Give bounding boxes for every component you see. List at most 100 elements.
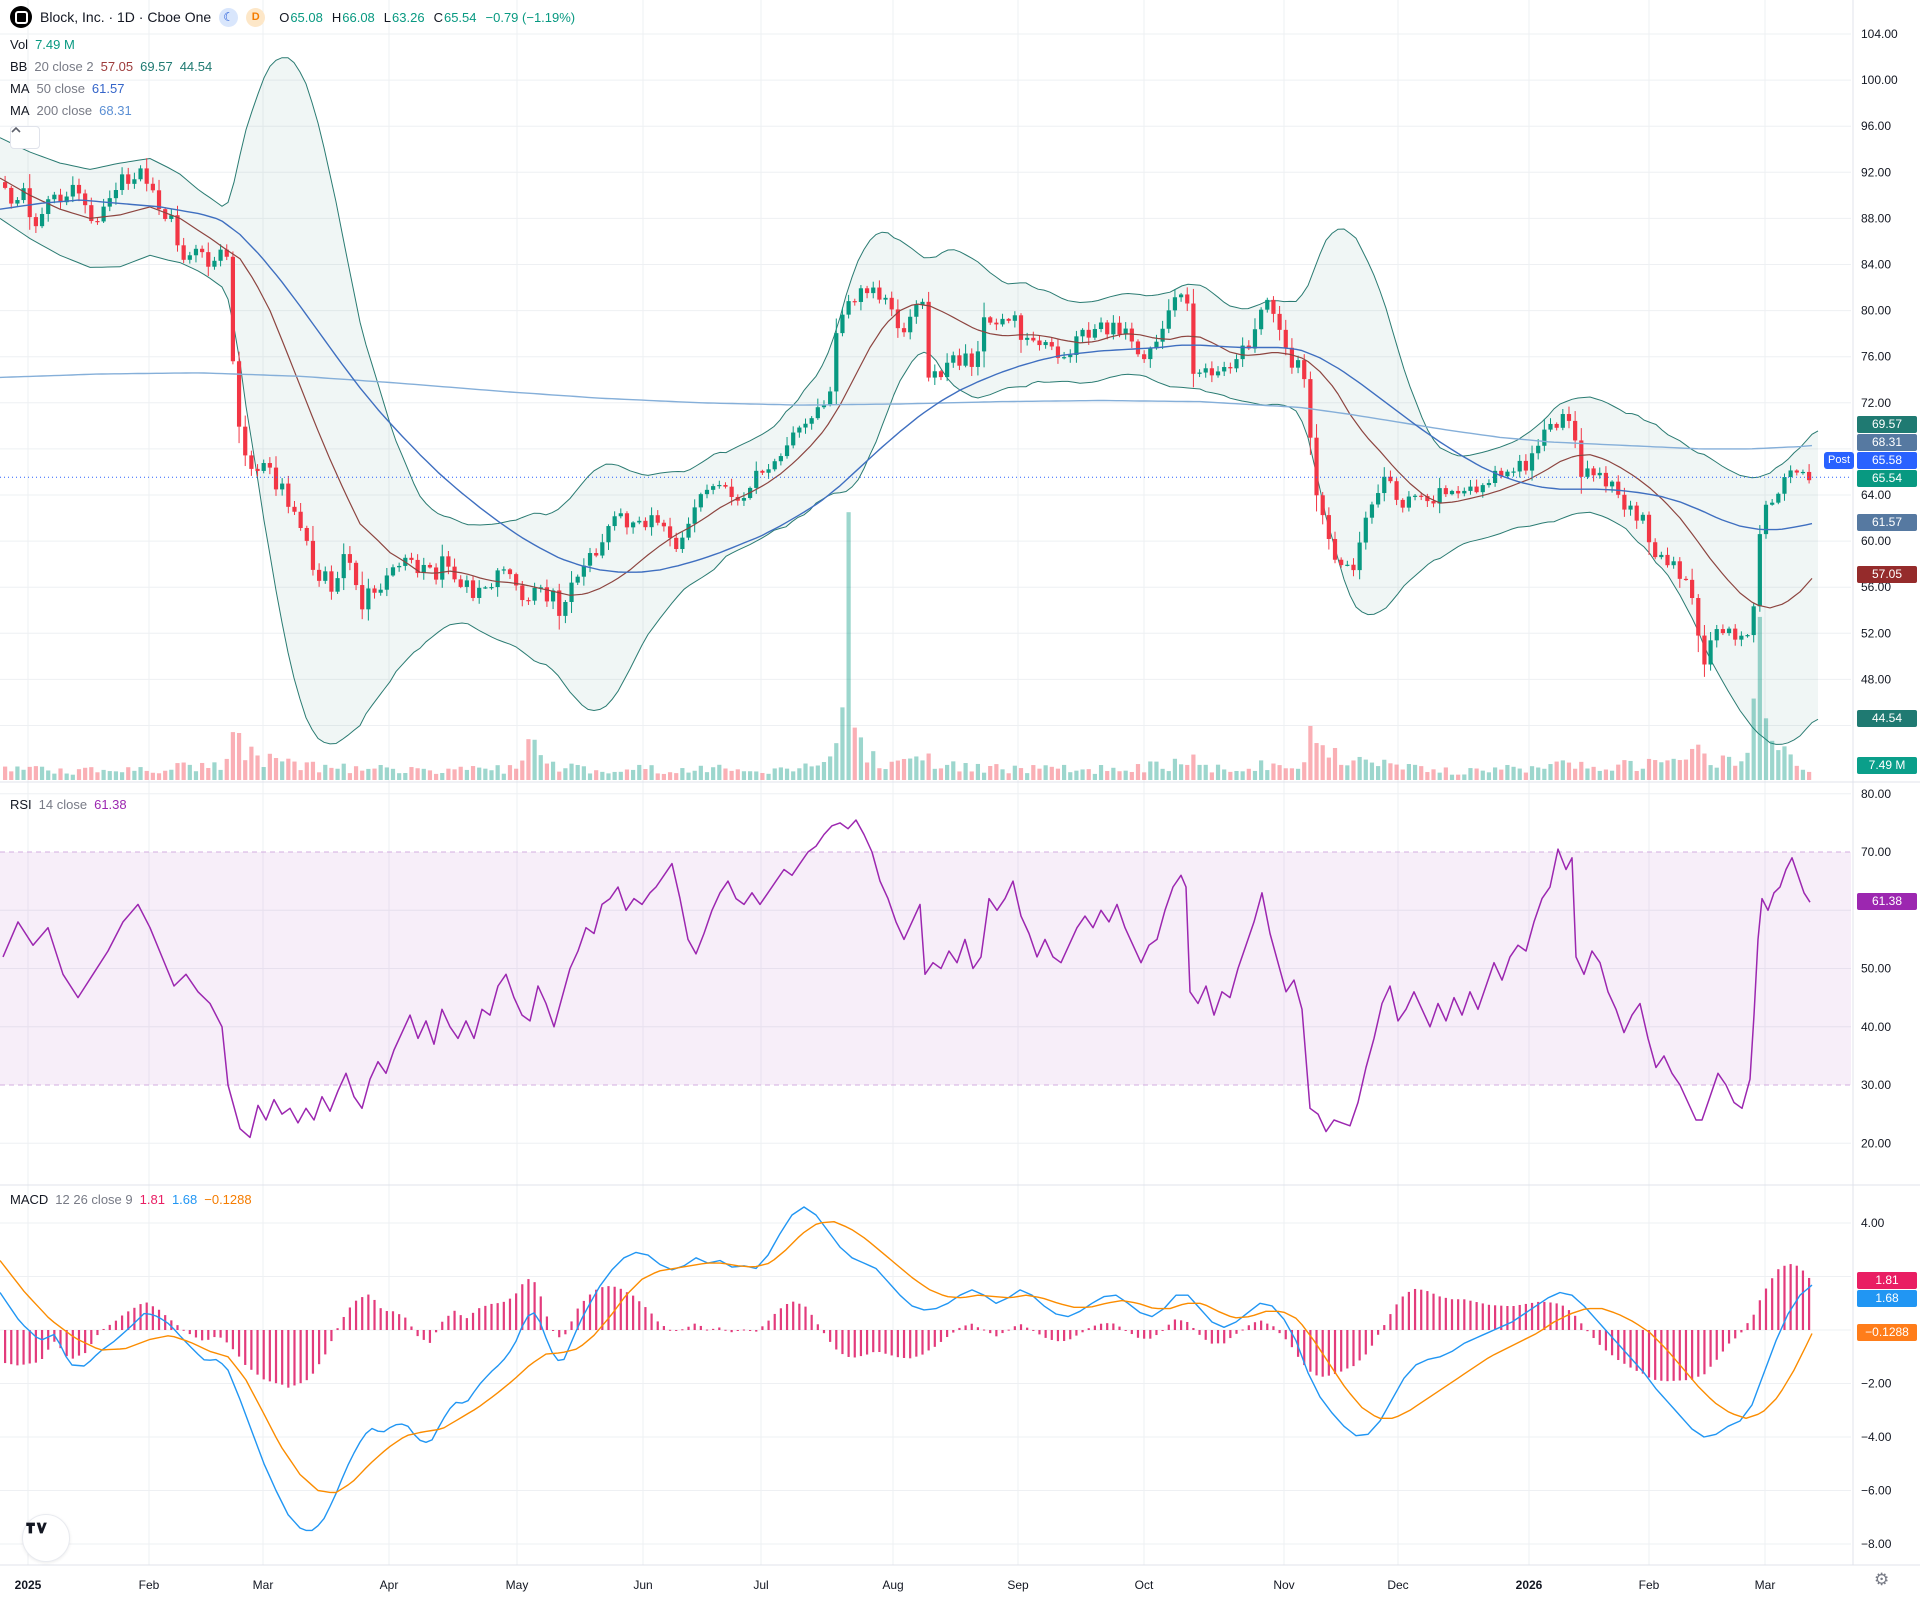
time-axis-label[interactable]: May — [506, 1578, 529, 1592]
rsi-axis-label: 40.00 — [1861, 1020, 1891, 1034]
collapse-indicators-button[interactable] — [10, 126, 40, 149]
price-axis-label: 96.00 — [1861, 119, 1891, 133]
time-axis-label[interactable]: Jun — [633, 1578, 652, 1592]
open-value: 65.08 — [290, 9, 323, 25]
symbol-title[interactable]: Block, Inc. · 1D · Cboe One — [40, 9, 212, 25]
symbol-header[interactable]: Block, Inc. · 1D · Cboe One ☾ D O65.08 H… — [10, 6, 575, 28]
overlay-lines — [0, 177, 1851, 609]
time-axis-label[interactable]: 2026 — [1516, 1578, 1543, 1592]
price-axis-label: 64.00 — [1861, 488, 1891, 502]
time-axis-label[interactable]: Nov — [1273, 1578, 1294, 1592]
axis-badge-macd-signal: −0.1288 — [1857, 1324, 1917, 1341]
block-logo-icon — [10, 6, 32, 28]
axis-badge-bb-basis: 57.05 — [1857, 566, 1917, 583]
time-axis-label[interactable]: Aug — [882, 1578, 903, 1592]
macd-axis-label: −2.00 — [1861, 1377, 1892, 1391]
time-axis-label[interactable]: Sep — [1007, 1578, 1029, 1592]
axis-badge-bb-upper: 69.57 — [1857, 416, 1917, 433]
ma200-value: 68.31 — [99, 103, 132, 118]
price-axis-label: 88.00 — [1861, 211, 1891, 225]
bb-lower-value: 44.54 — [179, 59, 213, 74]
axis-badge-last-price: 65.54 — [1857, 470, 1917, 487]
price-axis-label: 92.00 — [1861, 165, 1891, 179]
rsi-axis-label: 70.00 — [1861, 845, 1891, 859]
settings-gear-icon[interactable]: ⚙ — [1874, 1570, 1890, 1589]
bb-basis-value: 57.05 — [100, 59, 134, 74]
volume-bars — [3, 512, 1812, 780]
rsi-pane — [0, 819, 1851, 1139]
volume-label: Vol — [10, 37, 29, 52]
ohlc-values: O65.08 H66.08 L63.26 C65.54 −0.79 (−1.19… — [279, 9, 576, 25]
axis-badge-macd-hist: 1.81 — [1857, 1272, 1917, 1289]
rsi-label: RSI — [10, 797, 32, 812]
rsi-value: 61.38 — [94, 797, 127, 812]
ma200-label: MA — [10, 103, 30, 118]
price-axis-label: 48.00 — [1861, 672, 1891, 686]
change-value: −0.79 (−1.19%) — [485, 9, 576, 25]
price-axis-label: 100.00 — [1861, 73, 1898, 87]
macd-params: 12 26 close 9 — [55, 1192, 133, 1207]
rsi-axis-label: 30.00 — [1861, 1078, 1891, 1092]
bb-upper-value: 69.57 — [140, 59, 173, 74]
chevron-up-icon — [11, 127, 21, 133]
rsi-axis-label: 20.00 — [1861, 1136, 1891, 1150]
macd-axis-label: −6.00 — [1861, 1484, 1892, 1498]
ma50-legend[interactable]: MA 50 close 61.57 — [10, 81, 124, 96]
ma50-value: 61.57 — [91, 81, 125, 96]
candles — [3, 158, 1812, 677]
ma50-label: MA — [10, 81, 30, 96]
bb-legend[interactable]: BB 20 close 2 57.05 69.57 44.54 — [10, 59, 212, 74]
time-axis-label[interactable]: Apr — [380, 1578, 399, 1592]
macd-legend[interactable]: MACD 12 26 close 9 1.81 1.68 −0.1288 — [10, 1192, 252, 1207]
macd-pane — [0, 1206, 1813, 1532]
price-axis-label: 104.00 — [1861, 27, 1898, 41]
time-axis-label[interactable]: Dec — [1387, 1578, 1408, 1592]
price-axis-label: 84.00 — [1861, 258, 1891, 272]
macd-hist-value: 1.81 — [139, 1192, 165, 1207]
price-axis-label: 52.00 — [1861, 626, 1891, 640]
macd-axis-label: 4.00 — [1861, 1216, 1885, 1230]
axis-badge-post-price: 65.58 — [1857, 452, 1917, 469]
tradingview-logo[interactable] — [22, 1514, 70, 1562]
ma200-params: 200 close — [36, 103, 93, 118]
bollinger-band — [0, 57, 1819, 745]
bb-params: 20 close 2 — [34, 59, 94, 74]
axis-badge-macd-line: 1.68 — [1857, 1290, 1917, 1307]
price-axis-label: 80.00 — [1861, 304, 1891, 318]
tradingview-mark-icon — [26, 1522, 47, 1534]
axis-badge-rsi: 61.38 — [1857, 893, 1917, 910]
bb-label: BB — [10, 59, 28, 74]
time-axis-label[interactable]: Feb — [1639, 1578, 1660, 1592]
rsi-legend[interactable]: RSI 14 close 61.38 — [10, 797, 127, 812]
axis-badge-ma50: 61.57 — [1857, 514, 1917, 531]
axis-badge-volume: 7.49 M — [1857, 757, 1917, 774]
macd-line-value: 1.68 — [171, 1192, 198, 1207]
time-axis-label[interactable]: 2025 — [15, 1578, 42, 1592]
ma50-params: 50 close — [36, 81, 85, 96]
rsi-axis-label: 80.00 — [1861, 787, 1891, 801]
axis-badge-ma200: 68.31 — [1857, 434, 1917, 451]
rsi-axis-label: 50.00 — [1861, 962, 1891, 976]
post-market-pill: Post — [1824, 452, 1854, 469]
close-value: 65.54 — [443, 9, 477, 25]
volume-value: 7.49 M — [35, 37, 75, 52]
ma200-legend[interactable]: MA 200 close 68.31 — [10, 103, 132, 118]
delayed-data-icon[interactable]: D — [246, 7, 266, 27]
time-axis-label[interactable]: Jul — [753, 1578, 768, 1592]
price-axis-label: 56.00 — [1861, 580, 1891, 594]
cboe-source-icon[interactable]: ☾ — [219, 7, 239, 27]
time-axis-label[interactable]: Mar — [253, 1578, 274, 1592]
time-axis-label[interactable]: Oct — [1135, 1578, 1154, 1592]
time-axis-label[interactable]: Mar — [1755, 1578, 1776, 1592]
price-axis-label: 76.00 — [1861, 350, 1891, 364]
price-axis-label: 72.00 — [1861, 396, 1891, 410]
axis-badge-bb-lower: 44.54 — [1857, 710, 1917, 727]
volume-legend[interactable]: Vol 7.49 M — [10, 37, 75, 52]
macd-axis-label: −4.00 — [1861, 1430, 1892, 1444]
time-axis-label[interactable]: Feb — [139, 1578, 160, 1592]
macd-axis-label: −8.00 — [1861, 1537, 1892, 1551]
low-value: 63.26 — [392, 9, 425, 25]
